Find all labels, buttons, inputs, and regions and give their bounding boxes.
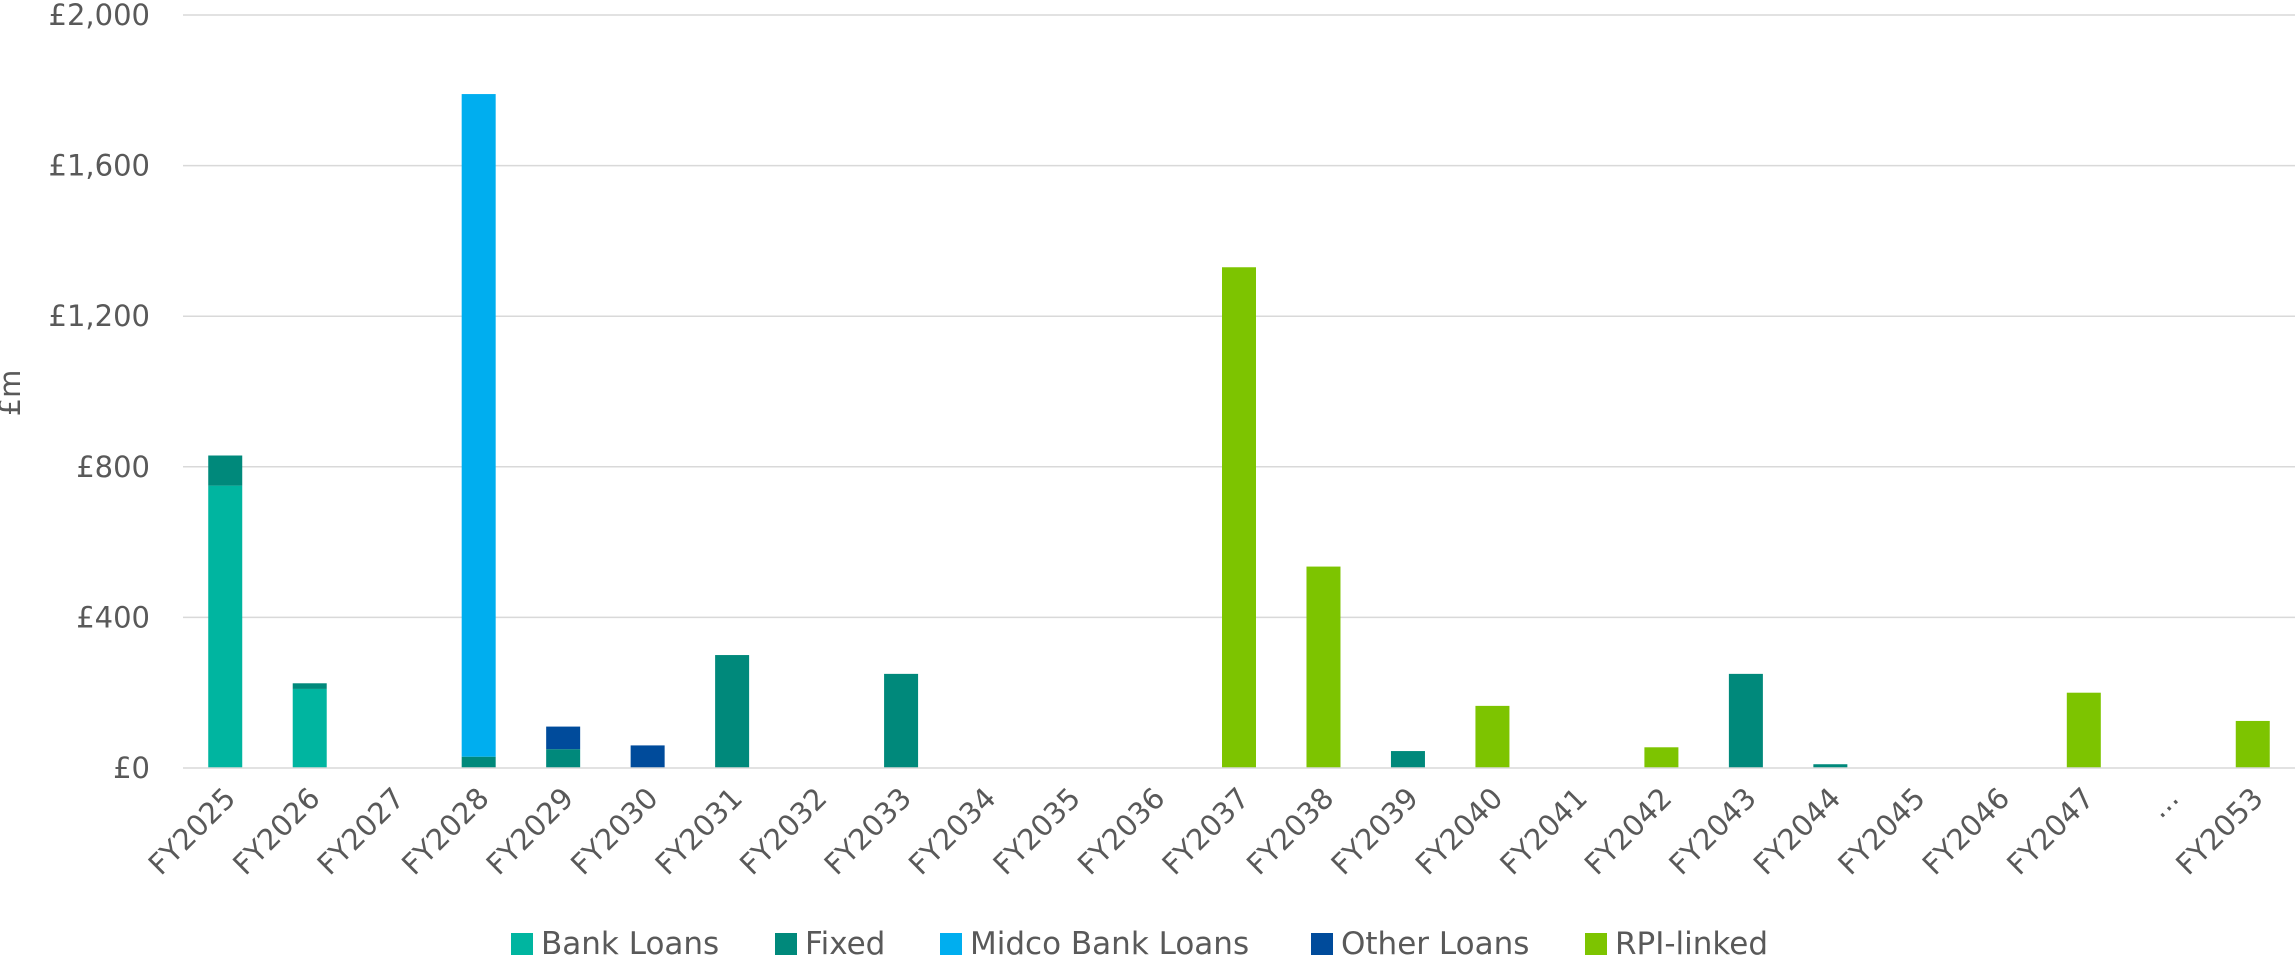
bar-segment: [1644, 747, 1679, 768]
bar-segment: [546, 749, 581, 768]
legend: Bank Loans Fixed Midco Bank Loans Other Loa…: [511, 926, 1768, 962]
bar-segment: [1306, 566, 1341, 768]
x-axis-ticks: FY2025FY2026FY2027FY2028FY2029FY2030FY20…: [142, 781, 2270, 882]
x-tick-label: FY2026: [226, 781, 327, 882]
bar-segment: [292, 683, 327, 689]
bar-segment: [2235, 720, 2270, 768]
bar-segment: [208, 485, 243, 768]
bar-segment: [461, 94, 496, 757]
legend-swatch: [1311, 933, 1333, 955]
x-tick-label: FY2046: [1916, 781, 2017, 882]
legend-swatch: [940, 933, 962, 955]
x-tick-label: FY2029: [480, 781, 581, 882]
bar-segment: [1728, 673, 1763, 768]
bar-segment: [208, 455, 243, 486]
x-tick-label: FY2044: [1747, 781, 1848, 882]
legend-swatch: [1585, 933, 1607, 955]
bar-segment: [1813, 764, 1848, 768]
x-tick-label: FY2028: [395, 781, 496, 882]
y-tick-label: £1,200: [49, 299, 150, 333]
bar-segment: [1222, 267, 1256, 768]
y-tick-label: £400: [76, 600, 150, 634]
x-tick-label: FY2038: [1240, 781, 1341, 882]
x-tick-label: FY2025: [142, 781, 243, 882]
x-tick-label: FY2041: [1493, 781, 1594, 882]
y-tick-label: £800: [76, 450, 150, 484]
legend-label: Fixed: [805, 926, 885, 962]
bar-segment: [1390, 751, 1425, 768]
x-tick-label: ...: [2142, 781, 2186, 825]
x-tick-label: FY2053: [2169, 781, 2270, 882]
legend-label: RPI-linked: [1615, 926, 1768, 962]
x-tick-label: FY2034: [902, 781, 1003, 882]
x-tick-label: FY2042: [1578, 781, 1679, 882]
x-tick-label: FY2047: [2000, 781, 2101, 882]
x-tick-label: FY2039: [1324, 781, 1425, 882]
bars: [208, 94, 2270, 768]
bar-segment: [292, 688, 327, 768]
x-tick-label: FY2045: [1831, 781, 1932, 882]
x-tick-label: FY2037: [1155, 781, 1256, 882]
y-tick-label: £0: [113, 751, 150, 785]
bar-segment: [546, 726, 581, 750]
x-tick-label: FY2033: [817, 781, 918, 882]
bar-segment: [715, 655, 750, 768]
legend-swatch: [511, 933, 533, 955]
y-axis-ticks: £0 £400 £800 £1,200 £1,600 £2,000: [49, 0, 150, 785]
x-tick-label: FY2030: [564, 781, 665, 882]
bar-segment: [1475, 705, 1510, 768]
bar-segment: [884, 673, 919, 768]
x-tick-label: FY2035: [986, 781, 1087, 882]
legend-label: Other Loans: [1341, 926, 1529, 962]
y-axis-label: £m: [0, 370, 27, 417]
x-tick-label: FY2027: [311, 781, 412, 882]
x-tick-label: FY2032: [733, 781, 834, 882]
bar-segment: [461, 756, 496, 768]
x-tick-label: FY2036: [1071, 781, 1172, 882]
legend-label: Midco Bank Loans: [970, 926, 1249, 962]
y-tick-label: £1,600: [49, 149, 150, 183]
bar-segment: [2066, 692, 2101, 768]
x-tick-label: FY2031: [649, 781, 750, 882]
legend-label: Bank Loans: [541, 926, 719, 962]
x-tick-label: FY2043: [1662, 781, 1763, 882]
x-tick-label: FY2040: [1409, 781, 1510, 882]
y-tick-label: £2,000: [49, 0, 150, 32]
bar-segment: [630, 745, 665, 768]
legend-swatch: [775, 933, 797, 955]
